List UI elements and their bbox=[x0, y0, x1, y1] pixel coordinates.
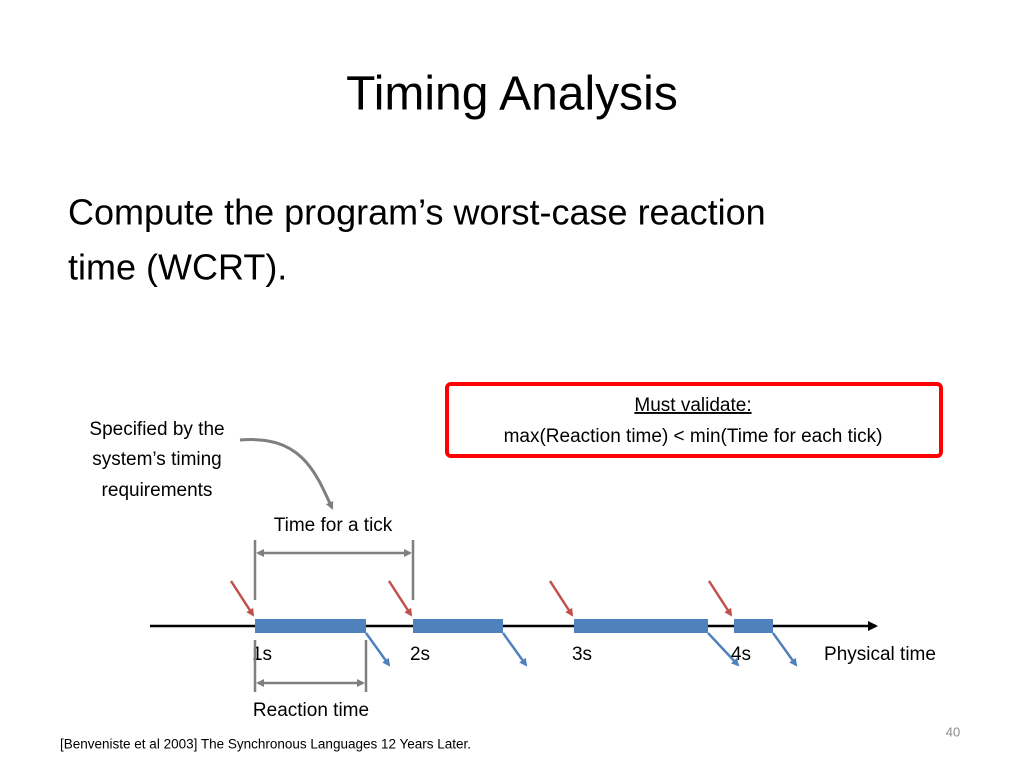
output-arrows bbox=[364, 632, 798, 667]
tick-label: 1s bbox=[252, 644, 272, 665]
input-arrow bbox=[387, 580, 413, 617]
tick-label: 4s bbox=[731, 644, 751, 665]
output-arrow bbox=[501, 632, 528, 667]
spec-note: requirements bbox=[102, 480, 213, 501]
tick-label: 3s bbox=[572, 644, 592, 665]
spec-note: system’s timing bbox=[92, 449, 222, 470]
input-arrow bbox=[707, 580, 733, 617]
tick-bar bbox=[734, 619, 773, 633]
input-arrows bbox=[229, 580, 733, 617]
tick-bar bbox=[255, 619, 366, 633]
output-arrow bbox=[707, 632, 740, 667]
tick-span-label: Time for a tick bbox=[274, 515, 393, 536]
callout-text: max(Reaction time) < min(Time for each t… bbox=[504, 426, 883, 447]
title: Timing Analysis bbox=[346, 68, 678, 121]
tick-label: 2s bbox=[410, 644, 430, 665]
body-line: time (WCRT). bbox=[68, 247, 287, 288]
callout-box bbox=[445, 382, 943, 458]
tick-bar bbox=[413, 619, 503, 633]
citation: [Benveniste et al 2003] The Synchronous … bbox=[60, 737, 471, 752]
input-arrow bbox=[548, 580, 574, 617]
axis-label: Physical time bbox=[824, 644, 936, 665]
output-arrow bbox=[771, 632, 798, 667]
spec-note: Specified by the bbox=[89, 419, 224, 440]
tick-bar bbox=[574, 619, 708, 633]
page-number: 40 bbox=[946, 724, 960, 739]
callout-heading: Must validate: bbox=[634, 395, 751, 416]
output-arrow bbox=[364, 632, 391, 667]
input-arrow bbox=[229, 580, 255, 617]
body-line: Compute the program’s worst-case reactio… bbox=[68, 192, 766, 233]
note-arrow bbox=[239, 438, 334, 510]
reaction-label: Reaction time bbox=[253, 700, 369, 721]
